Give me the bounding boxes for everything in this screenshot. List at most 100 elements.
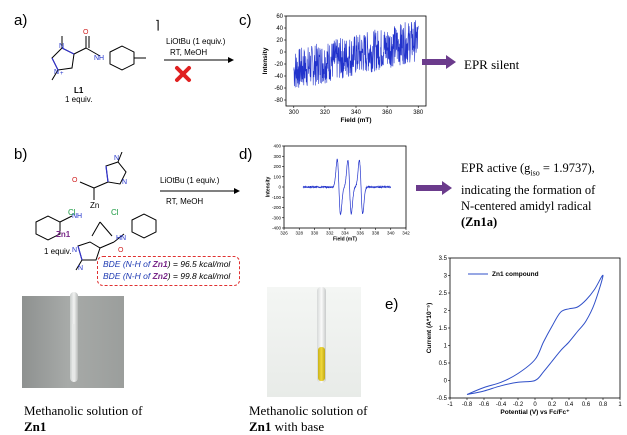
panel-label-c: c) — [239, 12, 252, 29]
bde-box: BDE (N-H of Zn1) = 96.5 kcal/mol BDE (N-… — [97, 256, 240, 286]
photo-right-caption-2-compound: Zn1 — [249, 419, 272, 434]
epr-spectrum-d: 326 328 330 332 334 336 338 340 342 400 300 200 100 0… — [266, 144, 410, 243]
bde-line-2: BDE (N-H of Zn2) = 99.8 kcal/mol — [103, 271, 230, 281]
chart-e-xtick-label: 0.4 — [565, 402, 574, 408]
chart-d-ytick-label: -400 — [272, 226, 282, 231]
chart-e-ytick-label: 3.5 — [439, 256, 448, 262]
chart-c-ytick-label: -40 — [274, 74, 283, 80]
svg-text:N: N — [54, 69, 59, 76]
chart-c-xtick-label: 360 — [382, 110, 393, 116]
chart-e-xtick-label: -0.4 — [496, 402, 507, 408]
bde-line-2-compound: Zn2 — [152, 271, 168, 281]
chart-e-xtick-label: 0.6 — [582, 402, 591, 408]
chart-d-xtick-label: 328 — [295, 231, 303, 236]
photo-zn1-solution — [22, 292, 124, 388]
chart-c-ytick-label: 20 — [276, 38, 283, 44]
bde-line-1-prefix: BDE (N-H of — [103, 259, 153, 269]
panel-label-a: a) — [14, 12, 28, 29]
chart-e-ytick-label: 0 — [444, 379, 448, 385]
chart-c-xtick-label: 340 — [351, 110, 362, 116]
chart-d-ylabel: Intensity — [266, 177, 272, 198]
svg-text:NH: NH — [72, 213, 82, 220]
chart-d-xtick-label: 334 — [341, 231, 349, 236]
chart-c-ytick-label: 60 — [276, 14, 283, 20]
chloride-left: Cl — [68, 208, 76, 217]
panel-label-e: e) — [385, 296, 399, 313]
chart-e-ytick-label: 0.5 — [439, 361, 448, 367]
chart-d-xtick-label: 332 — [326, 231, 334, 236]
svg-text:+: + — [60, 71, 64, 77]
svg-text:HN: HN — [116, 235, 126, 242]
svg-text:NH: NH — [94, 55, 104, 62]
chart-d-ytick-label: -100 — [272, 195, 282, 200]
chart-e-xtick-label: 0 — [533, 402, 537, 408]
chart-e-legend-label: Zn1 compound — [492, 271, 539, 278]
svg-text:O: O — [72, 177, 78, 184]
cross-icon — [175, 66, 191, 82]
chart-c-xtick-label: 320 — [320, 110, 331, 116]
chart-d-xtick-label: 336 — [356, 231, 364, 236]
chart-e-xtick-label: 0.8 — [599, 402, 608, 408]
photo-right-caption-2: Zn1 with base — [249, 419, 324, 435]
photo-left-caption-2: Zn1 — [24, 419, 47, 434]
chart-e-ytick-label: 3 — [444, 274, 448, 280]
chart-e-xtick-label: -0.6 — [479, 402, 490, 408]
epr-active-line-3: N-centered amidyl radical — [461, 198, 592, 213]
chart-e-ytick-label: 2 — [444, 309, 448, 315]
photo-right-caption-2-rest: with base — [271, 419, 325, 434]
zn1-equiv: 1 equiv. — [44, 247, 72, 256]
epr-active-line-1-sub: iso — [530, 168, 540, 178]
bde-line-2-value: ) = 99.8 kcal/mol — [167, 271, 231, 281]
reagent-a: LiOtBu (1 equiv.) — [166, 37, 226, 46]
panel-label-b: b) — [14, 146, 28, 163]
chart-c-xtick-label: 300 — [289, 110, 300, 116]
chart-d-ytick-label: -300 — [272, 215, 282, 220]
svg-text:O: O — [83, 29, 89, 36]
chart-e-xtick-label: -1 — [447, 402, 453, 408]
chart-c-ytick-label: -20 — [274, 62, 283, 68]
chart-d-ytick-label: -200 — [272, 205, 282, 210]
chart-e-series-line — [466, 274, 604, 395]
chart-c-xlabel: Field (mT) — [340, 117, 371, 124]
epr-active-line-4: (Zn1a) — [461, 214, 498, 229]
panel-label-d: d) — [239, 146, 253, 163]
iodine-bracket: ⌉ — [155, 18, 160, 32]
conditions-a: RT, MeOH — [170, 48, 208, 57]
zinc-atom: Zn — [90, 201, 100, 210]
svg-text:N: N — [59, 43, 64, 50]
chart-e-ytick-label: 1.5 — [439, 326, 448, 332]
svg-text:N: N — [78, 265, 83, 272]
chart-e-ytick-label: -0.5 — [437, 396, 448, 402]
svg-text:O: O — [118, 247, 124, 254]
epr-active-line-2: indicating the formation of — [461, 182, 596, 197]
chart-d-ytick-label: 0 — [278, 185, 281, 190]
chart-c-ylabel: Intensity — [262, 47, 269, 74]
chart-c-ytick-label: -80 — [274, 98, 283, 104]
epr-active-line-1b: = 1.9737), — [539, 161, 595, 175]
bde-line-1-compound: Zn1 — [152, 259, 168, 269]
chart-e-frame — [449, 257, 621, 399]
zn1-complex-structure: N N O NH N N HN O — [35, 152, 157, 272]
epr-silent-label: EPR silent — [464, 57, 520, 72]
result-arrow-d — [416, 181, 452, 195]
chart-d-ytick-label: 300 — [273, 154, 281, 159]
chart-d-ytick-label: 400 — [273, 144, 281, 149]
ligand-l1-structure: N N + O NH — [51, 29, 146, 81]
epr-active-line-1: EPR active (giso = 1.9737), — [461, 160, 627, 182]
svg-text:N: N — [122, 179, 127, 186]
chart-c-ytick-label: -60 — [274, 86, 283, 92]
bde-line-1-value: ) = 96.5 kcal/mol — [167, 259, 231, 269]
chart-e-ytick-label: 2.5 — [439, 291, 448, 297]
chart-e-ytick-label: 1 — [444, 344, 448, 350]
reagent-b: LiOtBu (1 equiv.) — [160, 176, 220, 185]
result-arrow-c — [422, 55, 456, 69]
chart-d-xtick-label: 342 — [402, 231, 410, 236]
chart-e-xtick-label: -0.8 — [462, 402, 473, 408]
chloride-right: Cl — [111, 208, 119, 217]
chart-d-xlabel: Field (mT) — [333, 236, 357, 242]
chart-c-series-line — [293, 20, 419, 88]
svg-text:N: N — [114, 155, 119, 162]
bde-line-1: BDE (N-H of Zn1) = 96.5 kcal/mol — [103, 259, 230, 269]
conditions-b: RT, MeOH — [166, 197, 204, 206]
chart-d-xtick-label: 340 — [387, 231, 395, 236]
